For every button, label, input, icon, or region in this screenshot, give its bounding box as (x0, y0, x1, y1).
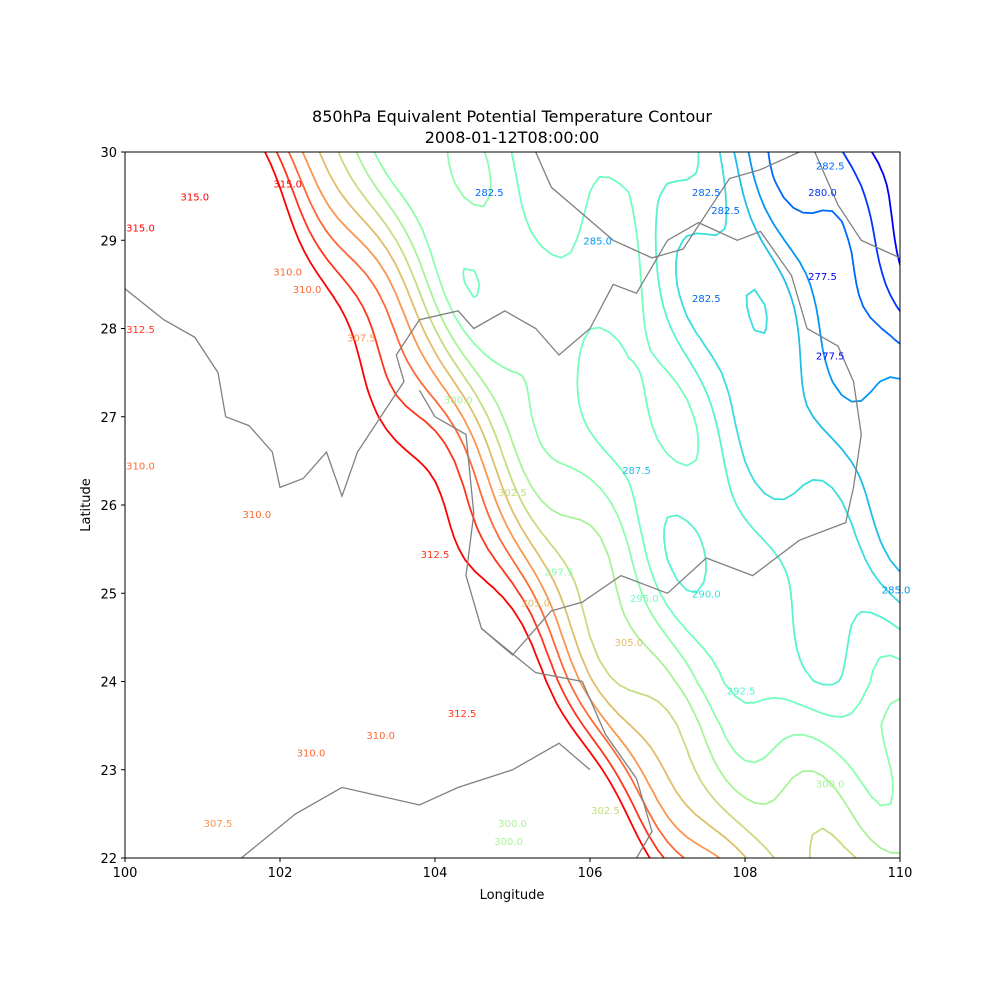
contour-label: 290.0 (692, 590, 721, 601)
x-tick-label: 104 (423, 866, 448, 881)
contour-label: 305.0 (521, 599, 550, 610)
contour-label: 310.0 (126, 462, 155, 473)
y-tick-label: 23 (100, 764, 117, 779)
province-boundary (814, 152, 900, 259)
contour-label: 297.5 (545, 568, 574, 579)
x-tick-label: 110 (888, 866, 913, 881)
contour-line-280.0 (842, 152, 900, 312)
contour-line-302.5 (337, 152, 857, 858)
contour-label: 287.5 (622, 466, 651, 477)
contour-label: 310.0 (366, 731, 395, 742)
contour-label: 302.5 (498, 488, 527, 499)
contour-label: 277.5 (808, 272, 837, 283)
contour-label: 292.5 (727, 687, 756, 698)
contour-label: 280.0 (808, 188, 837, 199)
plot-area (125, 152, 900, 858)
contour-label: 282.5 (711, 206, 740, 217)
contour-label: 285.0 (882, 585, 911, 596)
contour-label: 310.0 (293, 285, 322, 296)
y-tick-label: 22 (100, 852, 117, 867)
x-axis-label: Longitude (480, 888, 545, 903)
contour-label: 315.0 (273, 179, 302, 190)
province-boundary (535, 152, 800, 259)
province-boundary (125, 221, 862, 656)
contour-line-295.0 (462, 152, 900, 718)
x-tick-label: 100 (113, 866, 138, 881)
contour-label: 315.0 (126, 223, 155, 234)
y-tick-label: 25 (100, 587, 117, 602)
contour-line-297.5 (373, 152, 900, 807)
contour-label: 282.5 (475, 188, 504, 199)
province-boundary (481, 627, 653, 858)
y-axis-label: Latitude (79, 478, 94, 532)
contour-line-305.0 (318, 152, 748, 858)
province-boundary (240, 742, 591, 858)
contour-line-290.0 (675, 152, 900, 604)
contour-line-282.5 (767, 152, 900, 345)
contour-label: 300.0 (494, 837, 523, 848)
contour-label: 282.5 (692, 294, 721, 305)
x-tick-label: 108 (733, 866, 758, 881)
chart-title: 850hPa Equivalent Potential Temperature … (312, 107, 712, 126)
contour-label: 300.0 (498, 819, 527, 830)
contour-line-310.0 (287, 152, 685, 858)
x-tick-label: 106 (578, 866, 603, 881)
contour-label: 310.0 (273, 268, 302, 279)
contour-label: 307.5 (347, 334, 376, 345)
contour-label: 295.0 (630, 594, 659, 605)
contour-line-307.5 (301, 152, 721, 858)
contour-label: 305.0 (614, 638, 643, 649)
contour-label: 307.5 (204, 819, 233, 830)
chart-subtitle: 2008-01-12T08:00:00 (425, 128, 600, 147)
plot-frame (124, 151, 901, 859)
contour-label: 282.5 (816, 162, 845, 173)
contour-label: 302.5 (591, 806, 620, 817)
y-tick-label: 26 (100, 499, 117, 514)
contour-line-315.0 (264, 152, 651, 858)
y-tick-label: 28 (100, 323, 117, 338)
x-tick-label: 102 (268, 866, 293, 881)
y-tick-label: 29 (100, 234, 117, 249)
contour-label: 310.0 (242, 510, 271, 521)
contour-label: 312.5 (126, 325, 155, 336)
contour-label: 300.0 (444, 396, 473, 407)
contour-label: 300.0 (816, 779, 845, 790)
y-tick-label: 27 (100, 411, 117, 426)
contour-line-312.5 (275, 152, 665, 858)
contour-label: 312.5 (448, 709, 477, 720)
contour-line-292.5 (654, 152, 900, 686)
y-tick-label: 30 (100, 146, 117, 161)
contour-line-300.0 (355, 152, 900, 855)
contour-label: 312.5 (421, 550, 450, 561)
contour-label: 277.5 (816, 351, 845, 362)
y-tick-label: 24 (100, 676, 117, 691)
contour-line-285.0 (747, 152, 900, 403)
contour-label: 310.0 (297, 749, 326, 760)
contour-label: 282.5 (692, 188, 721, 199)
contour-label: 285.0 (583, 237, 612, 248)
contour-label: 315.0 (180, 193, 209, 204)
